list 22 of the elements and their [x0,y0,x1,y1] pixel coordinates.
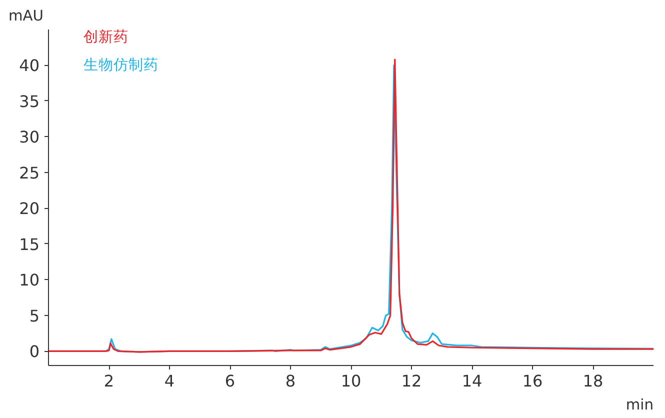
x-tick-label: 18 [582,372,604,390]
y-axis-title: mAU [8,8,44,24]
x-axis-title: min [626,396,654,414]
text: 创新药 [84,28,128,46]
x-tick-label: 14 [462,372,482,390]
x-tick-label: 4 [164,372,175,390]
y-tick-label: 5 [29,306,40,326]
x-tick-label: 2 [104,372,114,390]
x-tick-label: 16 [522,372,543,390]
y-tick-label: 25 [19,163,40,182]
x-tick-label: 8 [285,372,296,390]
x-tick-label: 6 [224,372,236,390]
y-tick-label: 20 [19,199,40,218]
y-tick-label: 15 [19,234,40,254]
x-tick-label: 10 [340,372,362,390]
text: 生物仿制药 [84,56,158,74]
y-tick-label: 40 [19,56,40,76]
y-tick-label: 30 [19,128,40,147]
y-tick-label: 35 [19,92,40,111]
x-tick-label: 12 [401,372,422,390]
y-tick-label: 10 [19,270,40,290]
y-tick-label: 0 [29,342,40,362]
